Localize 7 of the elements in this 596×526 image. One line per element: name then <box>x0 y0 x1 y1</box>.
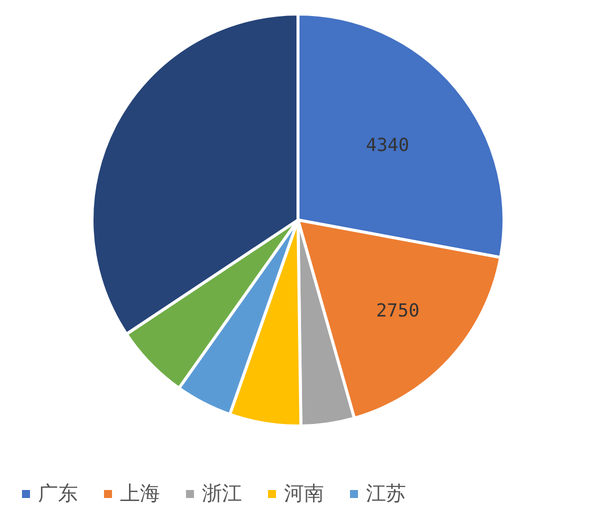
legend-label: 江苏 <box>366 480 406 507</box>
data-label: 4340 <box>366 135 410 156</box>
legend-label: 广东 <box>38 480 78 507</box>
legend-label: 河南 <box>284 480 324 507</box>
data-label: 2750 <box>376 300 420 322</box>
legend-label: 上海 <box>120 480 160 507</box>
legend-label: 浙江 <box>202 480 242 507</box>
